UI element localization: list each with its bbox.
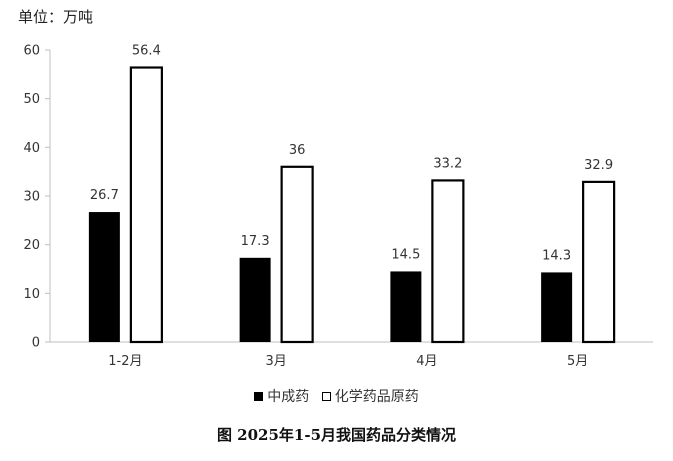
y-tick-label: 20 [23,238,40,253]
data-label-series-2: 32.9 [584,158,613,173]
y-tick-label: 0 [32,336,40,351]
x-tick-label: 3月 [265,354,286,369]
bar-chart: 0 10 20 30 40 50 60 26.7 56.4 1-2月 17.3 36 3月 14.5 33.… [23,44,653,369]
x-tick-label: 5月 [567,354,588,369]
x-tick-label: 1-2月 [108,354,142,369]
legend-label-series-1: 中成药 [267,389,310,405]
x-tick-label: 4月 [416,354,437,369]
data-label-series-1: 14.5 [391,247,420,262]
y-unit-label: 单位：万吨 [18,8,94,26]
bar-series-1 [239,257,271,342]
data-label-series-1: 14.3 [542,248,571,263]
bar-series-2 [280,165,314,344]
data-label-series-2: 56.4 [132,44,161,59]
legend-item-series-1: 中成药 [254,386,309,406]
data-label-series-2: 33.2 [433,156,462,171]
y-tick-label: 30 [23,190,40,205]
legend-item-series-2: 化学药品原药 [321,386,419,406]
bar-series-1 [88,212,120,342]
y-tick-label: 50 [23,92,40,107]
filled-square-icon [254,391,264,401]
legend: 中成药 化学药品原药 [0,386,673,406]
data-label-series-2: 36 [289,143,306,158]
data-label-series-1: 17.3 [241,234,270,249]
bar-series-1 [541,272,573,342]
y-tick-label: 40 [23,141,40,156]
figure-caption: 图 2025年1-5月我国药品分类情况 [216,426,457,444]
hollow-square-icon [321,391,331,401]
bar-series-2 [431,179,465,344]
bar-series-2 [582,180,616,344]
data-label-series-1: 26.7 [90,188,119,203]
bar-series-2 [129,66,163,344]
y-tick-label: 60 [23,44,40,59]
legend-label-series-2: 化学药品原药 [334,389,419,405]
bar-series-1 [390,271,422,342]
y-tick-label: 10 [23,287,40,302]
